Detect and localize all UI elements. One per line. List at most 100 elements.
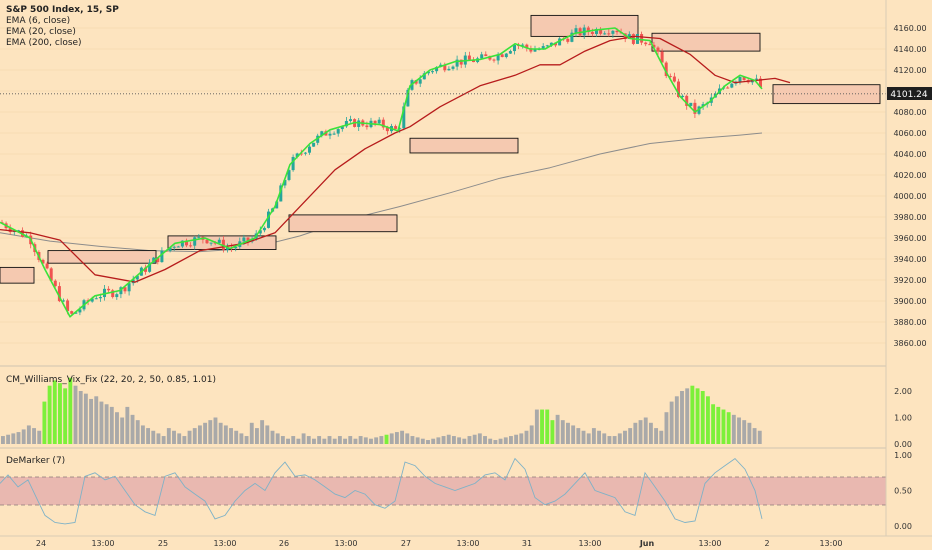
wvf-bar bbox=[752, 428, 757, 444]
candle-body bbox=[111, 290, 115, 298]
candle-body bbox=[176, 246, 180, 248]
candle-body bbox=[431, 71, 434, 73]
time-tick-label: 25 bbox=[158, 539, 168, 548]
candle-body bbox=[701, 104, 705, 107]
candle-body bbox=[308, 146, 311, 153]
candle-body bbox=[258, 230, 262, 234]
wvf-bar bbox=[172, 430, 176, 444]
wvf-bar bbox=[747, 422, 752, 444]
candle-body bbox=[554, 42, 557, 46]
candle-body bbox=[615, 30, 619, 33]
symbol-title[interactable]: S&P 500 Index, 15, SP bbox=[6, 5, 119, 15]
wvf-bar bbox=[94, 396, 99, 444]
price-tick-label: 4120.00 bbox=[893, 66, 926, 75]
candle-body bbox=[275, 201, 279, 209]
ema20-label[interactable]: EMA (20, close) bbox=[6, 27, 76, 37]
wvf-bar bbox=[327, 436, 332, 444]
candle-body bbox=[197, 236, 201, 238]
y-axis-labels[interactable]: 3860.00 3880.00 3900.00 3920.00 3940.00 3960.… bbox=[893, 24, 926, 531]
candle-body bbox=[398, 128, 402, 130]
demarker-path bbox=[0, 457, 763, 525]
candle-body bbox=[627, 34, 631, 39]
wvf-bar bbox=[493, 440, 498, 444]
candle-body bbox=[193, 237, 197, 246]
wvf-bar bbox=[576, 428, 581, 444]
candle-body bbox=[726, 87, 730, 89]
demarker-tick-label: 1.00 bbox=[894, 451, 912, 460]
candle-body bbox=[504, 53, 508, 58]
time-tick-label: Jun bbox=[639, 539, 655, 548]
ema200-path bbox=[0, 132, 763, 253]
demarker-title[interactable]: DeMarker (7) bbox=[6, 456, 66, 466]
wvf-title[interactable]: CM_Williams_Vix_Fix (22, 20, 2, 50, 0.85… bbox=[6, 375, 217, 385]
candle-body bbox=[107, 288, 111, 291]
candle-body bbox=[677, 81, 680, 98]
wvf-bar bbox=[156, 433, 161, 444]
candle-body bbox=[94, 298, 98, 300]
candle-body bbox=[328, 133, 332, 136]
wvf-bar bbox=[550, 420, 555, 444]
wvf-bar bbox=[643, 417, 648, 444]
candle-body bbox=[303, 152, 307, 154]
wvf-bar bbox=[420, 438, 425, 444]
wvf-bar bbox=[711, 404, 716, 444]
wvf-bar bbox=[99, 401, 104, 444]
price-tick-label: 3920.00 bbox=[893, 276, 926, 285]
candle-body bbox=[185, 240, 188, 246]
candle-body bbox=[525, 44, 529, 49]
wvf-bar bbox=[540, 409, 544, 444]
wvf-bar bbox=[187, 430, 192, 444]
wvf-bar bbox=[358, 436, 363, 444]
wvf-bar bbox=[638, 420, 643, 444]
wvf-bar bbox=[37, 430, 42, 444]
candle-body bbox=[221, 239, 225, 250]
time-tick-label: 24 bbox=[36, 539, 46, 548]
current-price-tag bbox=[887, 87, 932, 100]
candle-body bbox=[373, 120, 377, 124]
wvf-bar bbox=[477, 433, 482, 444]
time-tick-label: 2 bbox=[764, 539, 769, 548]
price-tick-label: 4040.00 bbox=[893, 150, 926, 159]
candle-body bbox=[500, 54, 504, 58]
ema6-label[interactable]: EMA (6, close) bbox=[6, 16, 71, 26]
wvf-bar bbox=[384, 434, 389, 444]
time-tick-label: 13:00 bbox=[819, 539, 842, 548]
wvf-bar bbox=[379, 436, 384, 444]
time-tick-label: 13:00 bbox=[334, 539, 357, 548]
wvf-bar bbox=[607, 436, 612, 444]
candle-body bbox=[611, 30, 615, 34]
candle-body bbox=[78, 309, 82, 313]
time-tick-label: 13:00 bbox=[456, 539, 479, 548]
candle-body bbox=[45, 263, 49, 269]
wvf-bar bbox=[571, 425, 576, 444]
time-tick-label: 26 bbox=[279, 539, 289, 548]
candle-body bbox=[668, 75, 672, 77]
candle-body bbox=[492, 59, 496, 61]
candle-body bbox=[566, 38, 570, 42]
wvf-bar bbox=[648, 422, 653, 444]
candle-body bbox=[312, 142, 316, 147]
ema6-line bbox=[0, 27, 763, 318]
price-candles bbox=[0, 24, 762, 316]
wvf-bar bbox=[467, 436, 472, 444]
wvf-tick-label: 2.00 bbox=[894, 387, 912, 396]
candle-body bbox=[603, 33, 607, 35]
wvf-bar bbox=[441, 436, 446, 444]
wvf-bar bbox=[280, 436, 285, 444]
demarker-line bbox=[0, 457, 763, 525]
wvf-bar bbox=[73, 385, 78, 444]
candle-body bbox=[545, 45, 549, 47]
ema6-path bbox=[0, 27, 763, 318]
wvf-bar bbox=[669, 401, 674, 444]
wvf-bar bbox=[322, 438, 327, 444]
wvf-bar bbox=[218, 422, 223, 444]
wvf-bar bbox=[664, 412, 669, 444]
wvf-bar bbox=[223, 425, 228, 444]
candle-body bbox=[648, 44, 652, 46]
wvf-bar bbox=[705, 396, 710, 444]
candle-body bbox=[513, 45, 516, 52]
time-axis-labels[interactable]: 24 13:00 25 13:00 26 13:00 27 13:00 31 13:00 Jun 13… bbox=[36, 539, 843, 548]
ema200-label[interactable]: EMA (200, close) bbox=[6, 38, 82, 48]
candle-body bbox=[340, 126, 344, 130]
